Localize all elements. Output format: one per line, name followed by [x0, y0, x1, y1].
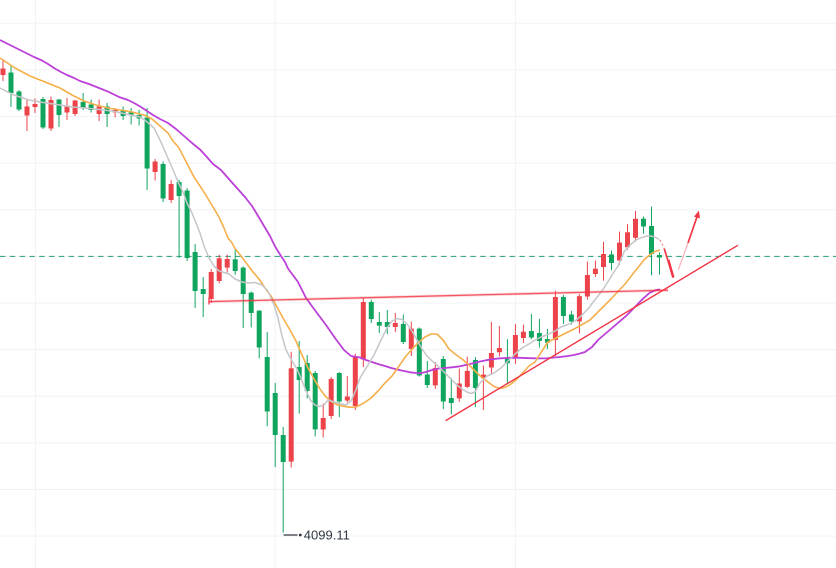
svg-text:4099.11: 4099.11	[304, 528, 350, 543]
